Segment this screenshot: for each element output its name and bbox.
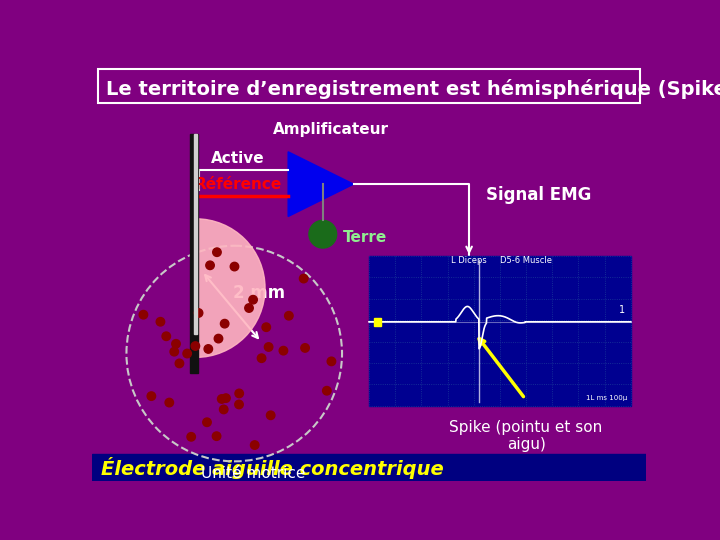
Circle shape — [245, 304, 253, 312]
Text: 1L ms 100µ: 1L ms 100µ — [585, 395, 627, 401]
Circle shape — [217, 395, 226, 403]
Circle shape — [212, 248, 221, 256]
Circle shape — [139, 310, 148, 319]
Circle shape — [327, 357, 336, 366]
FancyBboxPatch shape — [98, 70, 640, 103]
Circle shape — [249, 295, 257, 304]
Circle shape — [230, 262, 239, 271]
Text: Le territoire d’enregistrement est hémisphérique (Spike): Le territoire d’enregistrement est hémis… — [106, 79, 720, 99]
Circle shape — [206, 261, 215, 269]
Bar — [92, 454, 647, 484]
Circle shape — [235, 400, 243, 409]
Wedge shape — [196, 219, 265, 357]
Circle shape — [212, 432, 221, 441]
Circle shape — [251, 441, 259, 449]
Circle shape — [191, 342, 199, 350]
Circle shape — [323, 387, 331, 395]
Text: Spike (pointu et son
aigu): Spike (pointu et son aigu) — [449, 420, 603, 452]
Circle shape — [170, 347, 179, 356]
Circle shape — [284, 312, 293, 320]
Polygon shape — [288, 152, 354, 217]
Circle shape — [220, 320, 229, 328]
Circle shape — [264, 343, 273, 351]
Text: L Diceps: L Diceps — [451, 256, 486, 266]
Bar — [374, 318, 382, 326]
Circle shape — [175, 359, 184, 368]
Circle shape — [156, 318, 165, 326]
Circle shape — [235, 389, 243, 397]
Text: Terre: Terre — [343, 230, 387, 245]
Text: Amplificateur: Amplificateur — [272, 122, 389, 137]
Circle shape — [203, 418, 211, 427]
Circle shape — [183, 349, 192, 358]
Bar — [369, 256, 631, 406]
Text: Signal EMG: Signal EMG — [486, 186, 591, 204]
Text: 1: 1 — [618, 305, 625, 315]
Circle shape — [262, 323, 271, 332]
Circle shape — [301, 343, 310, 352]
Circle shape — [172, 340, 180, 348]
Circle shape — [266, 411, 275, 420]
Text: Référence: Référence — [194, 177, 282, 192]
Circle shape — [165, 399, 174, 407]
Circle shape — [162, 332, 171, 341]
Circle shape — [220, 405, 228, 414]
Circle shape — [194, 309, 203, 317]
Circle shape — [147, 392, 156, 400]
Circle shape — [187, 433, 195, 441]
Text: Active: Active — [211, 151, 265, 166]
Text: Électrode aiguille concentrique: Électrode aiguille concentrique — [101, 457, 444, 480]
Bar — [190, 134, 198, 373]
Circle shape — [309, 220, 337, 248]
Text: D5-6 Muscle: D5-6 Muscle — [500, 256, 552, 266]
Bar — [194, 134, 197, 334]
Circle shape — [222, 394, 230, 402]
Text: Unité motrice: Unité motrice — [202, 467, 306, 481]
Circle shape — [204, 345, 212, 353]
Circle shape — [215, 334, 222, 343]
Circle shape — [257, 354, 266, 362]
Text: 2 mm: 2 mm — [233, 284, 285, 302]
Circle shape — [279, 347, 288, 355]
Circle shape — [300, 274, 308, 283]
